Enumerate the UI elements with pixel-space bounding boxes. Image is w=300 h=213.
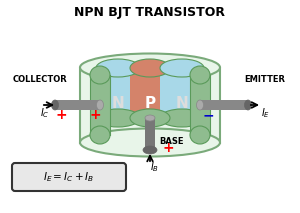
Ellipse shape [80,53,220,82]
Ellipse shape [160,59,204,77]
Bar [130,68,170,118]
Ellipse shape [244,100,251,110]
Ellipse shape [97,100,104,110]
Text: $I_E$: $I_E$ [261,106,271,120]
Ellipse shape [130,109,170,127]
Text: COLLECTOR: COLLECTOR [13,75,68,85]
Text: −: − [202,108,214,122]
Text: $I_B$: $I_B$ [151,160,160,174]
Text: BASE: BASE [160,138,184,147]
Bar [90,75,110,135]
Text: +: + [89,108,101,122]
Ellipse shape [130,59,170,77]
Bar [160,68,204,118]
Text: N: N [112,95,124,111]
Ellipse shape [160,109,204,127]
Ellipse shape [196,100,203,110]
Ellipse shape [90,126,110,144]
Bar [190,75,210,135]
Ellipse shape [190,126,210,144]
Text: $I_C$: $I_C$ [40,106,50,120]
Text: +: + [55,108,67,122]
Text: $I_E = I_C + I_B$: $I_E = I_C + I_B$ [43,170,95,184]
FancyBboxPatch shape [12,163,126,191]
Bar [96,68,140,118]
Ellipse shape [52,100,58,110]
Ellipse shape [80,128,220,157]
Ellipse shape [96,109,140,127]
Text: N: N [176,95,188,111]
Bar [145,118,155,150]
Text: +: + [162,141,174,155]
Ellipse shape [190,66,210,84]
Bar [55,100,100,110]
Ellipse shape [145,115,155,121]
Ellipse shape [90,66,110,84]
Ellipse shape [96,59,140,77]
Text: EMITTER: EMITTER [244,75,286,85]
Ellipse shape [143,146,157,154]
Bar [200,100,248,110]
Bar [80,68,220,142]
Text: NPN BJT TRANSISTOR: NPN BJT TRANSISTOR [74,6,226,19]
Text: P: P [144,95,156,111]
